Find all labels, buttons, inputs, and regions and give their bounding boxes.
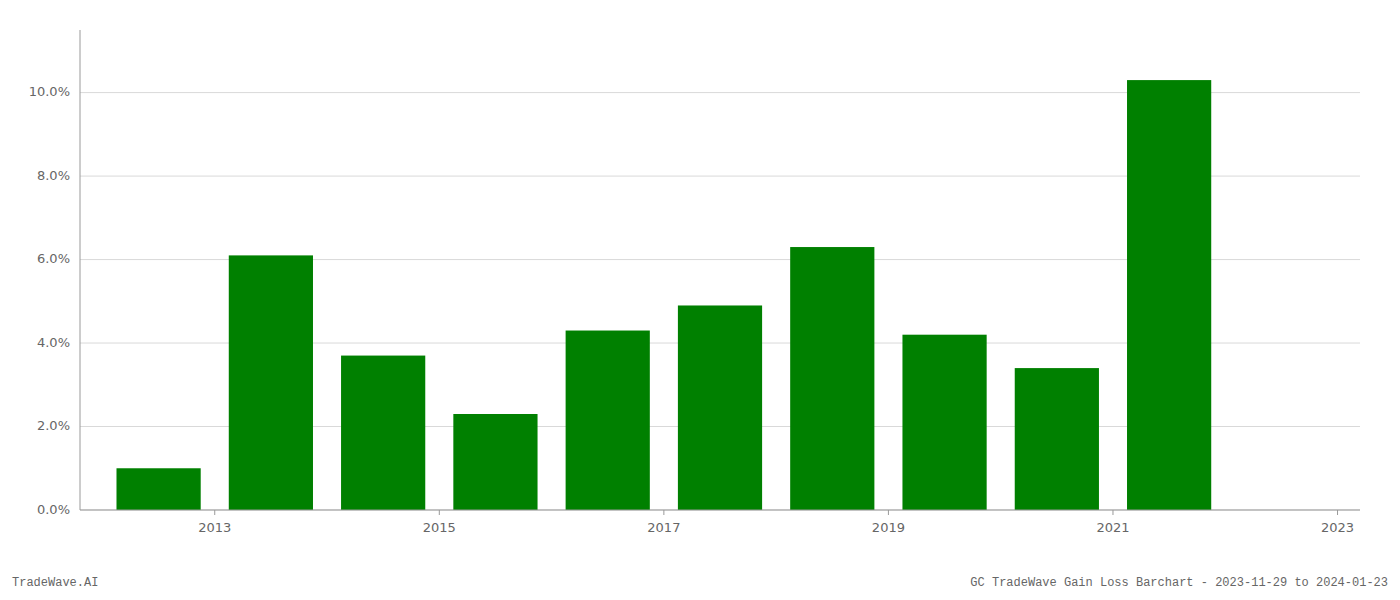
footer-right: GC TradeWave Gain Loss Barchart - 2023-1…	[970, 576, 1388, 590]
x-axis-line	[80, 510, 1360, 511]
x-tick-label: 2023	[1321, 520, 1354, 535]
x-axis-labels: 2013 2015 2017 2019 2021 2023	[198, 510, 1354, 535]
x-tick-label: 2013	[198, 520, 231, 535]
bar	[790, 247, 874, 510]
x-tick-label: 2019	[872, 520, 905, 535]
x-tick-label: 2021	[1096, 520, 1129, 535]
x-tick	[1112, 510, 1113, 515]
bar	[229, 255, 313, 510]
x-tick	[1337, 510, 1338, 515]
footer-left: TradeWave.AI	[12, 576, 98, 590]
y-tick-label: 6.0%	[37, 251, 70, 266]
bar	[1015, 368, 1099, 510]
y-axis-line	[80, 30, 81, 510]
x-tick	[439, 510, 440, 515]
bar	[1127, 80, 1211, 510]
y-tick-label: 0.0%	[37, 502, 70, 517]
x-tick	[888, 510, 889, 515]
bar	[566, 331, 650, 510]
y-axis-labels: 0.0% 2.0% 4.0% 6.0% 8.0% 10.0%	[29, 84, 70, 516]
x-tick	[663, 510, 664, 515]
y-tick-label: 4.0%	[37, 335, 70, 350]
x-tick-label: 2015	[423, 520, 456, 535]
bar	[341, 356, 425, 510]
chart-svg: 0.0%2.0%4.0%6.0%8.0%10.0%201320152017201…	[0, 0, 1400, 600]
bars	[116, 80, 1211, 510]
y-tick-label: 2.0%	[37, 418, 70, 433]
grid-line	[80, 510, 1360, 511]
x-tick	[214, 510, 215, 515]
x-tick-label: 2017	[647, 520, 680, 535]
bar	[678, 305, 762, 510]
bar	[453, 414, 537, 510]
y-tick-label: 10.0%	[29, 84, 70, 99]
bar	[116, 468, 200, 510]
bar	[902, 335, 986, 510]
y-tick-label: 8.0%	[37, 168, 70, 183]
chart-container: 0.0%2.0%4.0%6.0%8.0%10.0%201320152017201…	[0, 0, 1400, 600]
